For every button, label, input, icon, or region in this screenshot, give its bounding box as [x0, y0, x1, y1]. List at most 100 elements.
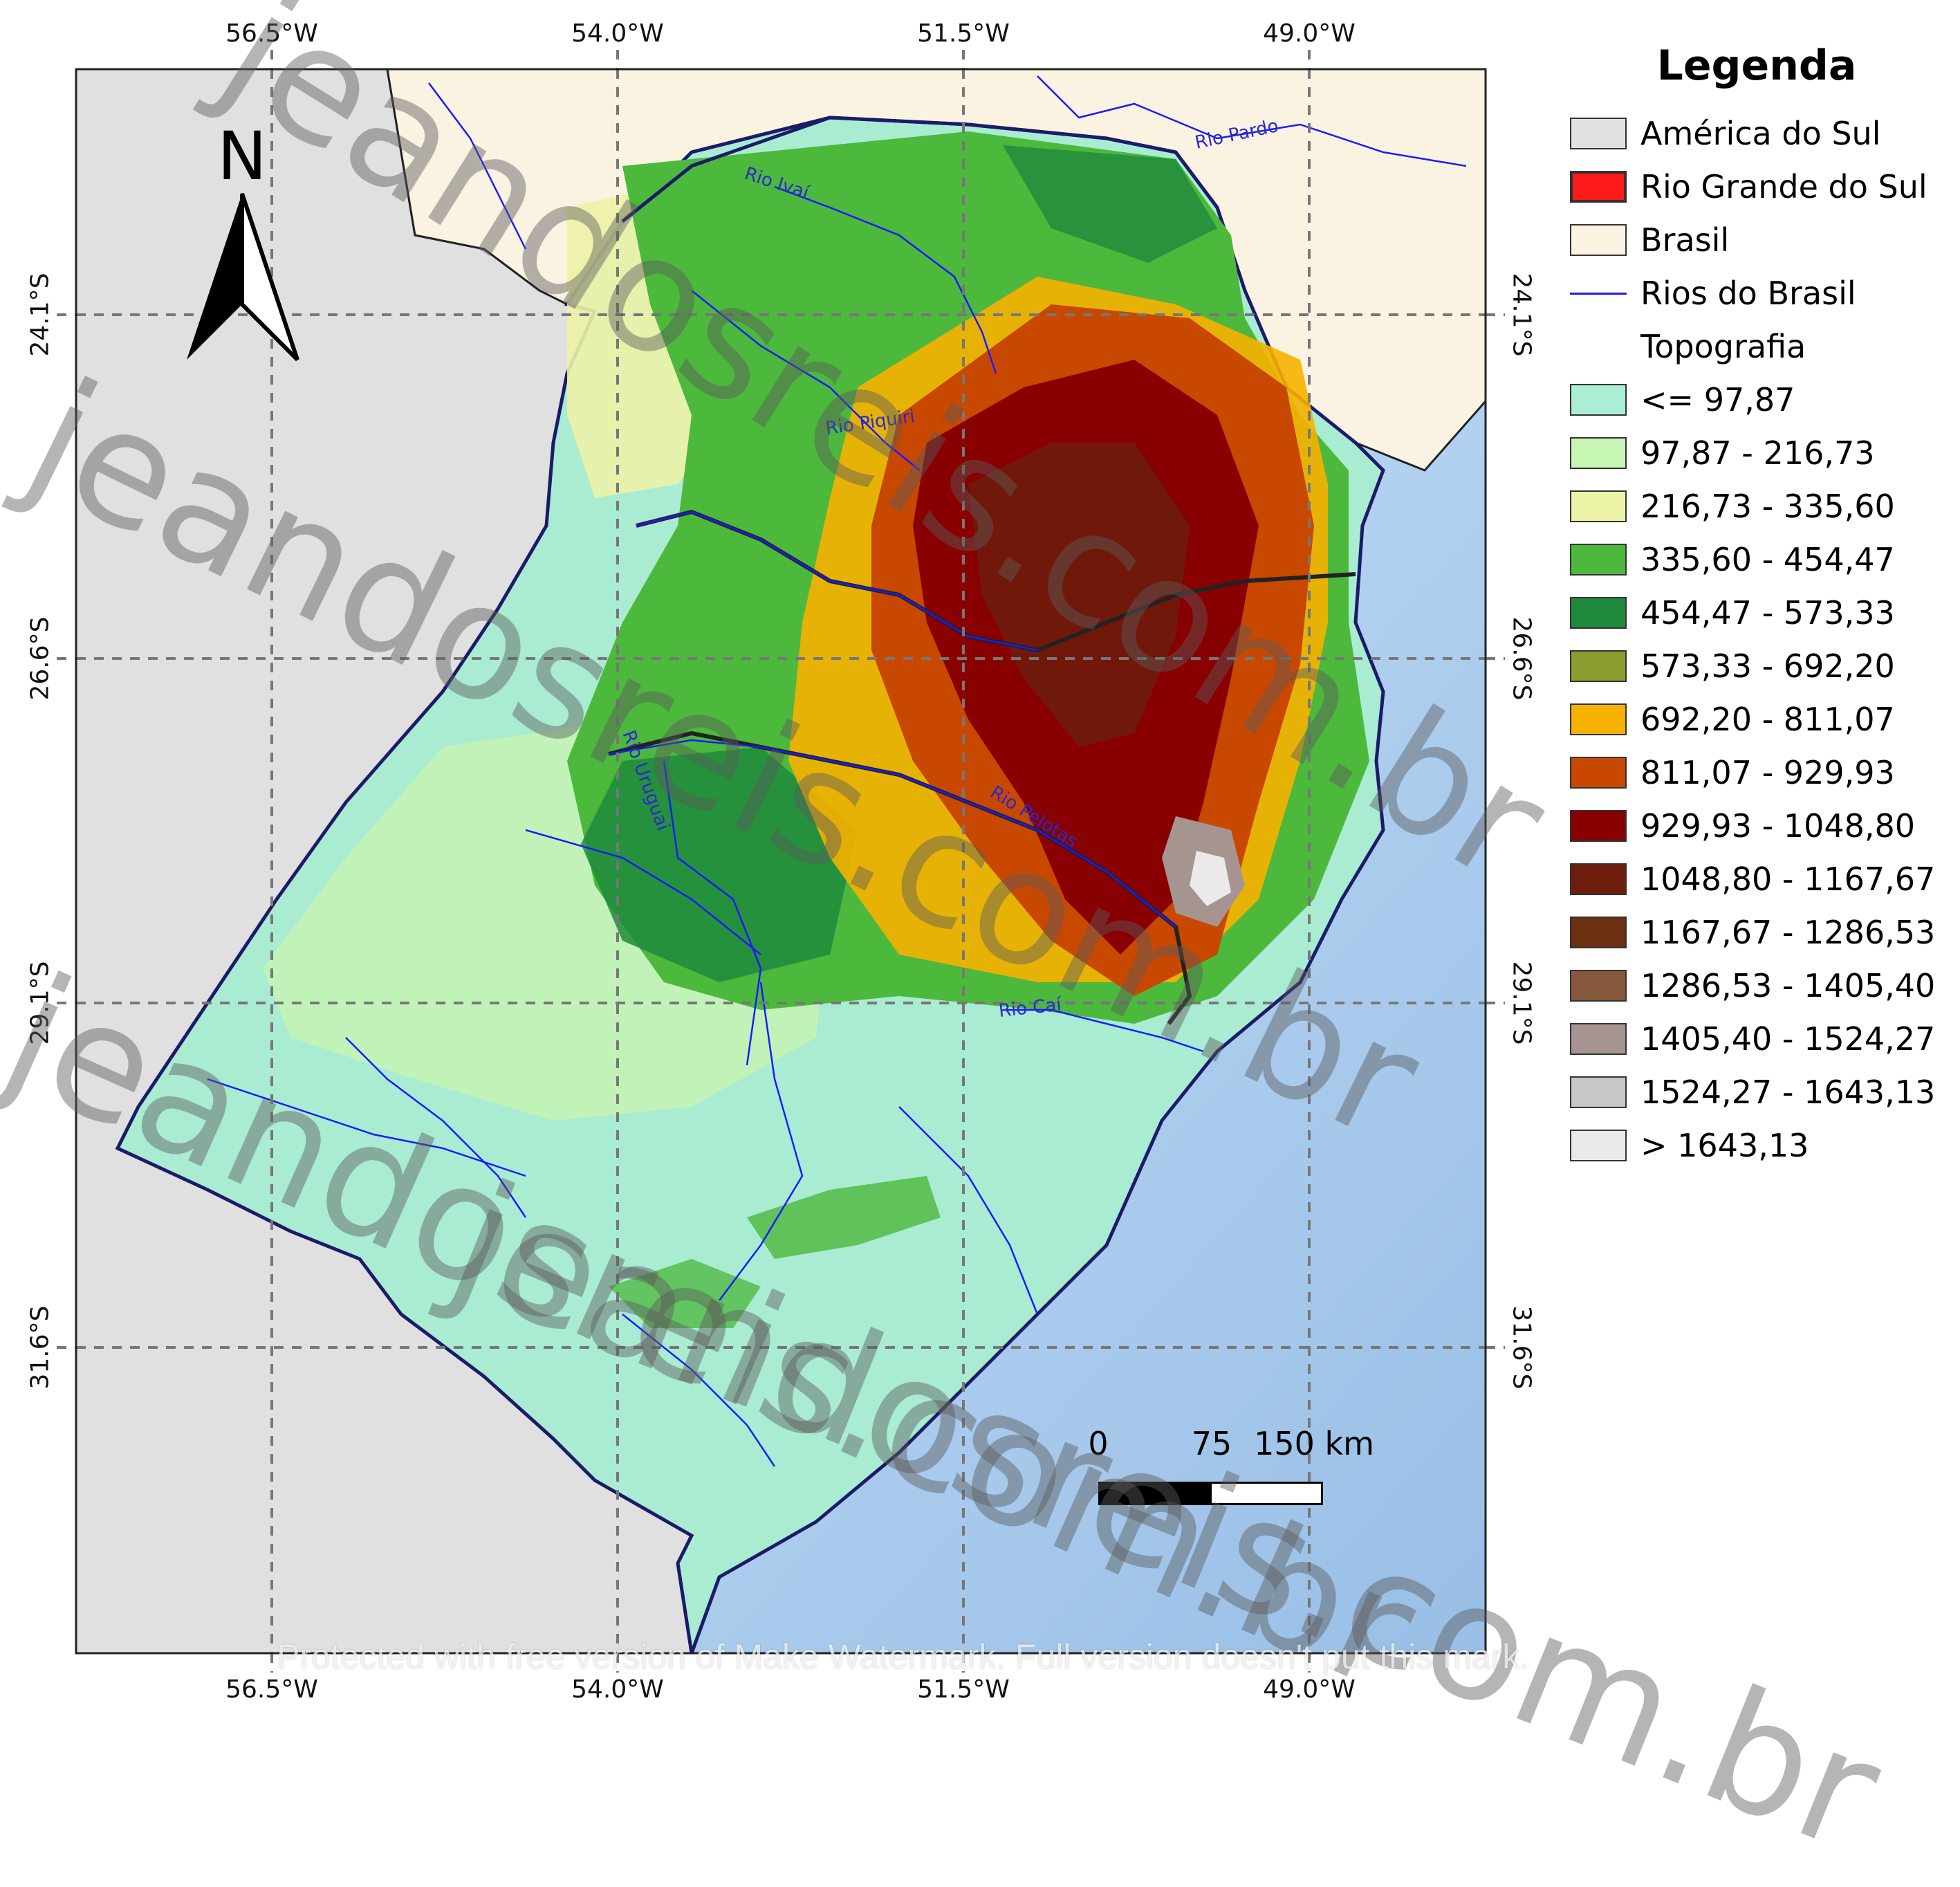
legend-swatch [1570, 650, 1627, 682]
legend-swatch [1570, 1076, 1627, 1108]
relief-brown [968, 443, 1190, 747]
legend-item: 1048,80 - 1167,67 [1570, 852, 1943, 905]
legend-label: 811,07 - 929,93 [1640, 753, 1895, 791]
legend-label: América do Sul [1640, 114, 1881, 152]
legend-label: Rios do Brasil [1640, 274, 1856, 312]
coord-bottom-label: 51.5°W [917, 1675, 1010, 1704]
legend-swatch [1570, 170, 1627, 203]
legend-label: 573,33 - 692,20 [1640, 647, 1895, 685]
north-arrow-icon [187, 193, 299, 362]
legend-item: Topografia [1570, 320, 1943, 373]
legend-label: <= 97,87 [1640, 380, 1795, 418]
coord-bottom-label: 49.0°W [1263, 1675, 1356, 1704]
highland-darkgreen-north [1003, 145, 1217, 263]
legend-label: Brasil [1640, 221, 1730, 259]
legend-item: 811,07 - 929,93 [1570, 746, 1943, 799]
legend-item: 1167,67 - 1286,53 [1570, 905, 1943, 959]
coord-right-label: 24.1°S [1507, 273, 1536, 357]
legend-item: 1405,40 - 1524,27 [1570, 1012, 1943, 1065]
legend-label: 97,87 - 216,73 [1640, 434, 1875, 472]
watermark-footer: Protected with free version of Make Wate… [277, 1637, 1530, 1676]
legend-swatch [1570, 543, 1627, 576]
legend-label: 1524,27 - 1643,13 [1640, 1073, 1936, 1111]
southern-hills [747, 1176, 941, 1259]
coord-top-label: 49.0°W [1263, 19, 1356, 48]
legend-label: Topografia [1640, 327, 1806, 365]
graticule-ticks [57, 50, 1505, 1673]
scale-bar-tick: 75 [1191, 1425, 1232, 1462]
legend-label: Rio Grande do Sul [1640, 167, 1927, 205]
legend-item: Rios do Brasil [1570, 266, 1943, 320]
legend-label: 692,20 - 811,07 [1640, 700, 1895, 738]
coord-left-label: 24.1°S [26, 273, 55, 357]
legend-swatch [1570, 1022, 1627, 1055]
legend-swatch [1570, 383, 1627, 416]
coord-top-label: 51.5°W [917, 19, 1010, 48]
legend-item: 335,60 - 454,47 [1570, 533, 1943, 586]
rivers-layer [207, 75, 1467, 1467]
north-arrow: N [180, 118, 304, 367]
legend-item: Rio Grande do Sul [1570, 160, 1943, 213]
legend-label: 216,73 - 335,60 [1640, 487, 1895, 525]
legend-label: 1167,67 - 1286,53 [1640, 913, 1936, 951]
legend-label: 1286,53 - 1405,40 [1640, 966, 1936, 1004]
legend-swatch [1570, 277, 1627, 309]
coord-right-label: 31.6°S [1507, 1305, 1536, 1390]
legend-item: 216,73 - 335,60 [1570, 479, 1943, 533]
legend-swatch [1570, 756, 1627, 789]
coord-top-label: 56.5°W [225, 19, 318, 48]
legend-label: 1048,80 - 1167,67 [1640, 860, 1936, 898]
southern-hills-2 [609, 1259, 761, 1328]
legend-swatch [1570, 223, 1627, 256]
legend-item: 454,47 - 573,33 [1570, 586, 1943, 639]
legend-item: 573,33 - 692,20 [1570, 639, 1943, 692]
legend-swatch [1570, 703, 1627, 735]
legend-label: 335,60 - 454,47 [1640, 540, 1895, 578]
map-frame [75, 68, 1487, 1655]
legend-swatch [1570, 969, 1627, 1002]
legend-list: América do Sul Rio Grande do Sul Brasil Rio… [1570, 107, 1943, 1172]
legend-item: > 1643,13 [1570, 1119, 1943, 1172]
map-canvas: Rio Pardo Rio Ivaí Rio Piquiri Rio Urugu… [57, 50, 1505, 1673]
coord-right-label: 26.6°S [1507, 616, 1536, 701]
legend-swatch [1570, 863, 1627, 895]
legend-swatch [1570, 809, 1627, 842]
scale-bar-black-segment [1098, 1482, 1212, 1505]
legend-item: 97,87 - 216,73 [1570, 426, 1943, 479]
legend-swatch [1570, 916, 1627, 948]
highland-darkgreen [581, 747, 858, 982]
legend-item: 929,93 - 1048,80 [1570, 799, 1943, 852]
map-frame-content [76, 69, 1486, 1653]
legend-swatch [1570, 436, 1627, 469]
coord-right-label: 29.1°S [1507, 961, 1536, 1045]
coord-left-label: 31.6°S [26, 1305, 55, 1390]
legend-swatch [1570, 331, 1627, 362]
coord-top-label: 54.0°W [571, 19, 664, 48]
legend-item: 692,20 - 811,07 [1570, 692, 1943, 746]
legend-item: <= 97,87 [1570, 373, 1943, 426]
scale-bar-tick: 0 [1088, 1425, 1109, 1462]
legend-item: Brasil [1570, 213, 1943, 266]
legend: Legenda América do Sul Rio Grande do Sul B… [1570, 42, 1943, 1172]
north-arrow-label: N [217, 118, 267, 195]
scale-bar: 0 75 150 km [1088, 1425, 1374, 1522]
legend-label: 929,93 - 1048,80 [1640, 807, 1916, 845]
state-border-pr-north [621, 116, 1219, 223]
legend-swatch [1570, 490, 1627, 522]
coord-left-label: 26.6°S [26, 616, 55, 701]
legend-label: 1405,40 - 1524,27 [1640, 1020, 1936, 1058]
legend-swatch [1570, 117, 1627, 149]
legend-label: 454,47 - 573,33 [1640, 593, 1895, 632]
legend-swatch [1570, 596, 1627, 629]
scale-bar-tick: 150 km [1254, 1425, 1374, 1462]
legend-item: 1286,53 - 1405,40 [1570, 959, 1943, 1012]
legend-item: América do Sul [1570, 107, 1943, 160]
scale-bar-white-segment [1210, 1482, 1323, 1505]
coord-bottom-label: 56.5°W [225, 1675, 318, 1704]
legend-item: 1524,27 - 1643,13 [1570, 1065, 1943, 1119]
legend-label: > 1643,13 [1640, 1126, 1809, 1164]
legend-title: Legenda [1656, 42, 1857, 90]
graticule [76, 69, 1486, 1653]
coord-bottom-label: 54.0°W [571, 1675, 664, 1704]
